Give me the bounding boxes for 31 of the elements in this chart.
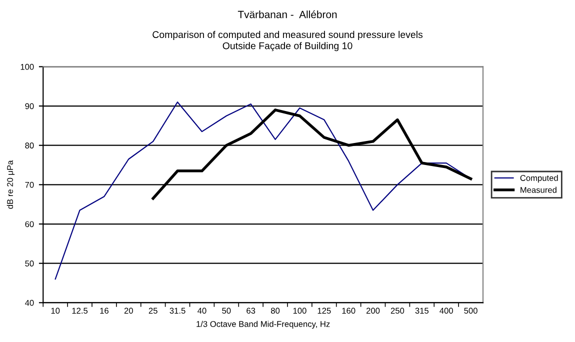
x-tick-label: 12.5 — [72, 308, 88, 314]
y-tick-label: 100 — [20, 64, 34, 70]
x-tick-label: 16 — [100, 308, 108, 314]
x-tick-label: 40 — [198, 308, 206, 314]
x-tick-label: 80 — [271, 308, 280, 314]
chart-subtitle: Comparison of computed and measured sound pressure levels Outside Façade of Building 10 — [152, 30, 423, 52]
x-tick-label: 31.5 — [170, 308, 186, 314]
y-axis-title: dB re 20 μPa — [6, 160, 15, 209]
chart-title: Tvärbanan - Allébron — [238, 10, 337, 18]
y-tick-label: 50 — [25, 260, 34, 266]
x-tick-label: 400 — [440, 308, 453, 314]
x-tick-label: 315 — [415, 308, 429, 314]
x-tick-label: 200 — [366, 308, 380, 314]
x-axis-title: 1/3 Octave Band Mid-Frequency, Hz — [196, 320, 330, 329]
legend-label: Computed — [520, 174, 558, 183]
y-tick-label: 70 — [25, 182, 34, 188]
y-tick-label: 80 — [25, 142, 34, 148]
x-tick-label: 125 — [318, 308, 331, 314]
x-tick-label: 50 — [222, 308, 231, 314]
x-tick-label: 10 — [51, 308, 60, 314]
x-tick-label: 25 — [148, 308, 158, 314]
y-tick-label: 90 — [25, 103, 34, 110]
x-tick-label: 500 — [464, 308, 478, 314]
x-tick-label: 20 — [124, 308, 133, 314]
x-tick-label: 63 — [246, 308, 256, 314]
x-tick-label: 250 — [390, 308, 404, 314]
legend-label: Measured — [520, 186, 556, 193]
y-tick-label: 60 — [25, 221, 34, 228]
x-tick-label: 100 — [293, 308, 306, 314]
x-tick-label: 160 — [342, 308, 356, 314]
y-tick-label: 40 — [25, 300, 34, 306]
